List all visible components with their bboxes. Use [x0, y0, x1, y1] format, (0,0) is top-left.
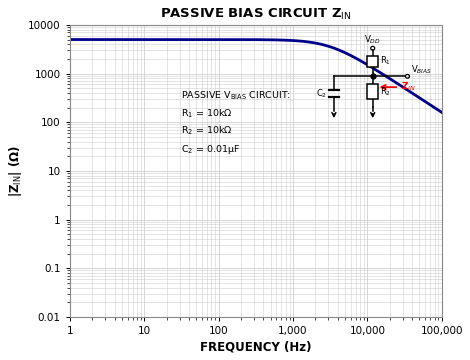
Text: PASSIVE V$_{\mathrm{BIAS}}$ CIRCUIT:
R$_1$ = 10kΩ
R$_2$ = 10kΩ
C$_2$ = 0.01µF: PASSIVE V$_{\mathrm{BIAS}}$ CIRCUIT: R$_… — [181, 89, 291, 156]
Text: R$_1$: R$_1$ — [381, 55, 392, 67]
Text: V$_{DD}$: V$_{DD}$ — [364, 33, 381, 46]
Bar — [367, 84, 378, 99]
Bar — [367, 56, 378, 67]
Text: Z$_{IN}$: Z$_{IN}$ — [401, 81, 416, 93]
Text: V$_{BIAS}$: V$_{BIAS}$ — [411, 63, 432, 76]
Y-axis label: |Z$_{\mathrm{IN}}$| (Ω): |Z$_{\mathrm{IN}}$| (Ω) — [7, 145, 24, 197]
X-axis label: FREQUENCY (Hz): FREQUENCY (Hz) — [200, 340, 312, 353]
Title: PASSIVE BIAS CIRCUIT Z$_{\mathrm{IN}}$: PASSIVE BIAS CIRCUIT Z$_{\mathrm{IN}}$ — [160, 7, 352, 22]
Text: R$_2$: R$_2$ — [381, 85, 392, 98]
Text: C$_2$: C$_2$ — [316, 87, 327, 100]
